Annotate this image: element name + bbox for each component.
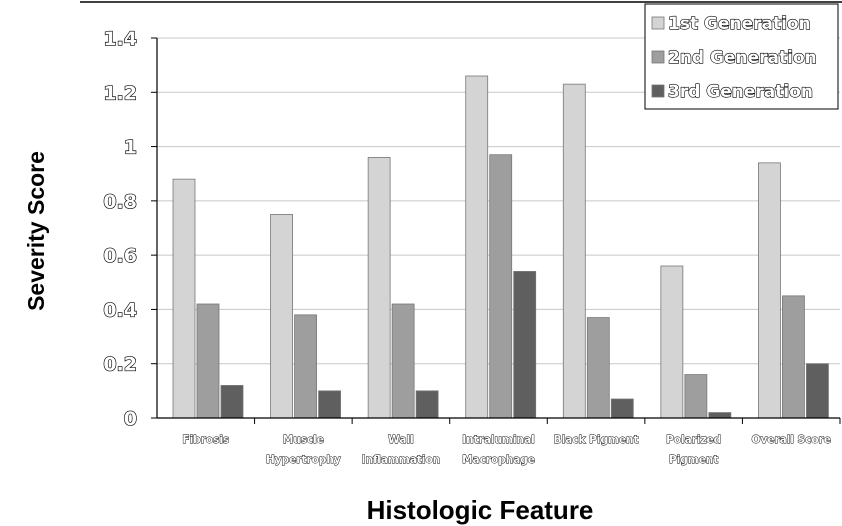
- category-label: Macrophage: [462, 454, 535, 466]
- bar-series-1: [172, 178, 196, 419]
- category-label: Hypertrophy: [266, 454, 341, 466]
- bar-series-2: [294, 314, 317, 419]
- y-tick-label: 0: [124, 408, 137, 430]
- y-axis-label: Severity Score: [23, 151, 49, 311]
- bar-series-1: [562, 83, 586, 419]
- legend-swatch: [651, 50, 665, 64]
- category-label: Muscle: [283, 434, 324, 446]
- bar-series-2: [196, 303, 220, 419]
- bar-series-2: [489, 154, 513, 419]
- y-tick-label: 0.8: [103, 191, 137, 213]
- category-label: Overall Score: [752, 434, 831, 446]
- category-label: Wall: [388, 434, 414, 446]
- category-label: Pigment: [669, 454, 718, 466]
- bar-series-1: [367, 157, 391, 419]
- bar-series-2: [391, 303, 415, 419]
- bars: [172, 75, 829, 419]
- legend-swatch: [651, 16, 665, 30]
- y-tick-label: 0.2: [103, 354, 137, 376]
- legend-box: [644, 3, 839, 110]
- legend-label: 1st Generation: [668, 14, 811, 34]
- category-label: Fibrosis: [182, 434, 229, 446]
- y-tick-label: 0.6: [103, 245, 137, 267]
- bar-series-3: [220, 385, 244, 419]
- bar-series-3: [513, 271, 537, 419]
- bar-series-2: [586, 317, 610, 419]
- legend-swatch: [651, 84, 665, 98]
- bar-series-3: [708, 412, 732, 419]
- category-label: Intraluminal: [462, 434, 534, 446]
- y-tick-label: 1.2: [103, 82, 137, 104]
- bar-series-3: [318, 390, 341, 419]
- bar-series-1: [660, 265, 684, 419]
- legend-label: 3rd Generation: [668, 82, 813, 102]
- y-axis-ticks: 0 0.2 0.4 0.6 0.8 1 1.2 1.4: [103, 27, 138, 430]
- y-tick-label: 1.4: [103, 28, 137, 50]
- category-label: Inflammation: [362, 454, 441, 466]
- y-tick-label: 1: [124, 137, 137, 159]
- bar-series-1: [758, 162, 781, 419]
- axes: [151, 37, 841, 424]
- category-label: Black Pigment: [554, 434, 639, 446]
- bar-series-3: [806, 363, 829, 419]
- bar-series-1: [270, 214, 293, 419]
- bar-series-1: [465, 75, 489, 419]
- x-axis-categories: Fibrosis Muscle Hypertrophy Wall Inflammatio…: [182, 434, 831, 467]
- category-label: Polarized: [666, 434, 721, 446]
- y-tick-label: 0.4: [103, 299, 137, 321]
- legend-label: 2nd Generation: [668, 48, 817, 68]
- bar-series-2: [782, 295, 805, 419]
- legend: 1st Generation 2nd Generation 3rd Generati…: [644, 3, 839, 110]
- x-axis-label: Histologic Feature: [367, 495, 594, 525]
- bar-series-2: [684, 374, 708, 419]
- bar-series-3: [610, 398, 634, 419]
- bar-series-3: [415, 390, 439, 419]
